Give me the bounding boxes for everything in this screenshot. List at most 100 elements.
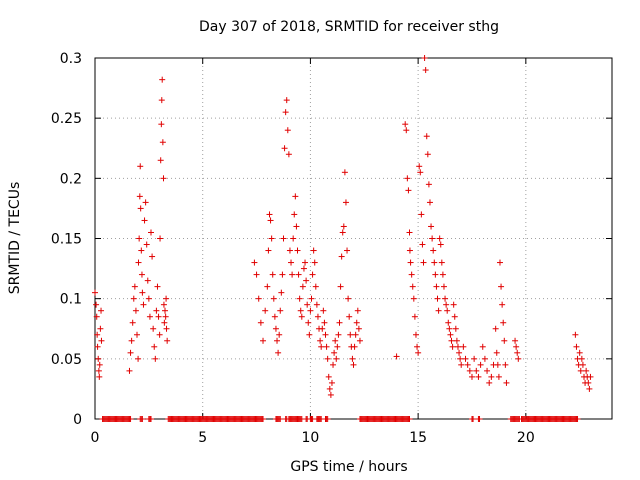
data-point (492, 325, 499, 332)
data-point (297, 307, 304, 314)
data-point (341, 169, 348, 176)
data-point (269, 271, 276, 278)
data-point (148, 416, 155, 422)
data-point (501, 337, 508, 344)
data-point (440, 283, 447, 290)
data-point (300, 265, 307, 272)
data-point (475, 373, 482, 380)
data-point (433, 283, 440, 290)
data-point (285, 151, 292, 158)
data-point (134, 331, 141, 338)
data-point (314, 313, 321, 320)
data-point (473, 367, 480, 374)
data-point (305, 319, 312, 326)
data-point (260, 416, 267, 422)
data-point (578, 355, 585, 362)
data-point (140, 301, 147, 308)
data-point (302, 259, 309, 266)
data-point (135, 259, 142, 266)
data-point (290, 235, 297, 242)
data-point (344, 247, 351, 254)
data-point (157, 157, 164, 164)
y-tick-label: 0.05 (51, 352, 82, 368)
data-point (457, 355, 464, 362)
data-point (514, 349, 521, 356)
data-point (141, 217, 148, 224)
data-point (439, 271, 446, 278)
data-point (260, 337, 267, 344)
data-point (484, 367, 491, 374)
data-point (424, 151, 431, 158)
data-point (347, 331, 354, 338)
data-point (515, 355, 522, 362)
data-point (335, 331, 342, 338)
data-point (148, 229, 155, 236)
data-point (92, 289, 98, 296)
data-point (572, 331, 579, 338)
data-point (137, 163, 144, 170)
data-point (502, 361, 509, 368)
data-point (126, 367, 133, 374)
data-point (317, 337, 324, 344)
data-point (428, 223, 435, 230)
data-point (406, 247, 413, 254)
x-tick-labels: 0 5 10 15 20 (91, 430, 535, 446)
data-point (279, 271, 286, 278)
data-point (494, 361, 501, 368)
y-tick-label: 0 (73, 412, 82, 428)
data-point (155, 313, 162, 320)
data-point (289, 271, 296, 278)
data-point (280, 235, 287, 242)
data-point (476, 416, 483, 422)
data-point (94, 331, 101, 338)
y-tick-label: 0.25 (51, 111, 82, 127)
data-point (128, 337, 135, 344)
data-point (293, 223, 300, 230)
data-point (488, 373, 495, 380)
data-point (332, 337, 339, 344)
data-point (576, 349, 583, 356)
data-point (146, 313, 153, 320)
data-point (499, 301, 506, 308)
data-point (500, 319, 507, 326)
data-point (477, 361, 484, 368)
data-point (495, 373, 502, 380)
data-point (138, 247, 145, 254)
data-point (444, 307, 451, 314)
data-point (296, 295, 303, 302)
data-point (334, 343, 341, 350)
data-point (446, 325, 453, 332)
data-point (435, 307, 442, 314)
data-point (451, 313, 458, 320)
data-point (306, 331, 313, 338)
data-point (350, 361, 357, 368)
data-point (127, 416, 134, 422)
y-tick-label: 0.3 (60, 51, 82, 67)
data-point (97, 325, 104, 332)
data-point (298, 313, 305, 320)
data-point (411, 313, 418, 320)
data-point (420, 259, 427, 266)
data-point (152, 355, 159, 362)
data-point (324, 355, 331, 362)
data-point (406, 416, 413, 422)
data-point (288, 259, 295, 266)
data-point (163, 325, 170, 332)
data-point (160, 175, 167, 182)
data-point (462, 355, 469, 362)
data-point (583, 367, 590, 374)
data-point (309, 271, 316, 278)
data-point (157, 235, 164, 242)
data-point (503, 379, 510, 386)
data-point (587, 373, 594, 380)
data-point (96, 373, 103, 380)
y-tick-label: 0.15 (51, 232, 82, 248)
data-point (321, 319, 328, 326)
data-point (95, 355, 102, 362)
data-point (262, 307, 269, 314)
data-point (139, 289, 146, 296)
data-point (471, 355, 478, 362)
data-point (468, 373, 475, 380)
data-point (326, 385, 333, 392)
y-tick-label: 0.1 (60, 292, 82, 308)
